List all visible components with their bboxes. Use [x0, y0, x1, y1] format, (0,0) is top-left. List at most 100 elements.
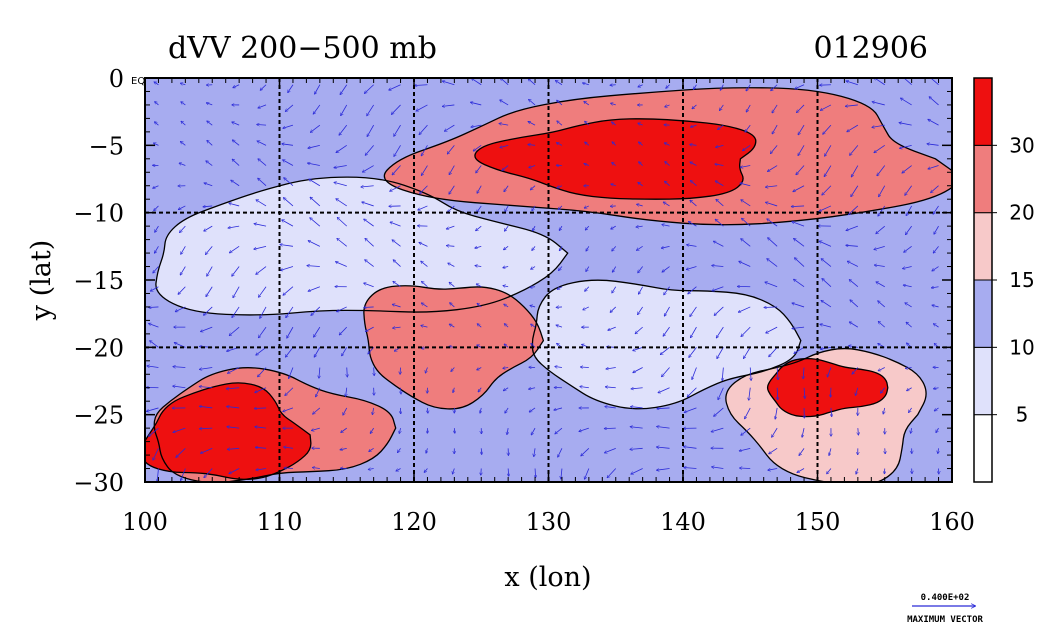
wind-vector [531, 324, 536, 328]
wind-vector [711, 427, 724, 432]
wind-vector [749, 387, 751, 400]
wind-vector [442, 105, 455, 106]
wind-vector [636, 226, 643, 227]
wind-vector [557, 286, 563, 290]
wind-vectors [146, 78, 939, 481]
wind-vector [612, 266, 617, 273]
wind-vector [932, 266, 939, 271]
wind-vector [284, 468, 293, 469]
colorbar-bin [973, 279, 993, 348]
wind-vector [559, 225, 563, 230]
wind-vector [665, 181, 670, 187]
wind-vector [714, 407, 724, 416]
wind-vector [687, 387, 697, 397]
wind-vector [796, 165, 805, 175]
wind-vector [259, 326, 267, 338]
wind-vector [768, 238, 778, 247]
wind-vector [181, 142, 186, 146]
contour-southwest-band [153, 367, 397, 482]
wind-vector [367, 124, 374, 136]
wind-vector [365, 145, 374, 155]
wind-vector [398, 448, 401, 452]
wind-vector [687, 245, 697, 247]
wind-vector [846, 81, 858, 86]
wind-vector [612, 163, 616, 166]
wind-vector [155, 225, 159, 232]
wind-vector [392, 304, 401, 308]
wind-vector [477, 345, 482, 348]
wind-vector [740, 468, 751, 469]
wind-vector [631, 468, 643, 475]
wind-vector [153, 266, 159, 273]
field-region-southwest-max [145, 382, 311, 480]
wind-vector [287, 326, 294, 338]
wind-vector [258, 367, 267, 377]
wind-vector [180, 225, 186, 232]
wind-vector [421, 303, 428, 308]
wind-vector [718, 387, 724, 400]
x-tick-label: 100 [122, 508, 168, 536]
wind-vector [558, 205, 563, 210]
wind-vector [336, 262, 347, 267]
wind-vector [227, 427, 240, 428]
wind-vector [449, 324, 455, 328]
wind-vector [147, 407, 159, 411]
wind-vector [312, 427, 320, 430]
wind-vector [928, 119, 939, 126]
wind-vector [180, 83, 186, 85]
wind-vector [772, 427, 778, 437]
wind-vector [336, 199, 347, 207]
wind-vector [690, 145, 697, 146]
wind-vector [822, 185, 832, 195]
wind-vector [932, 305, 939, 307]
wind-vector [364, 219, 374, 227]
wind-vector [798, 124, 805, 135]
x-tick-label: 120 [391, 508, 437, 536]
wind-vector [528, 122, 536, 126]
wind-vector [448, 205, 455, 212]
wind-vector [256, 347, 267, 355]
wind-vector [313, 468, 320, 469]
wind-vector [712, 266, 724, 267]
wind-vector [368, 347, 374, 353]
wind-vector [364, 307, 374, 308]
wind-vector [657, 427, 670, 429]
wind-vector [228, 225, 240, 228]
wind-vector [362, 202, 374, 207]
wind-vector [662, 266, 670, 272]
axis-ticks: 100 110 120 130 140 150 160 0 −5 −10 −15 −20 −25 −30 [73, 65, 975, 536]
wind-vector [226, 388, 240, 389]
wind-vector [259, 286, 267, 297]
wind-vector [583, 306, 590, 310]
wind-vector [505, 205, 509, 212]
wind-vector [311, 306, 321, 315]
x-tick-label: 110 [257, 508, 303, 536]
wind-vector [766, 326, 778, 333]
wind-vector [154, 205, 159, 211]
wind-vector [739, 447, 751, 451]
wind-vector [532, 225, 536, 231]
wind-vector [369, 447, 374, 451]
wind-vector [610, 306, 617, 312]
wind-vector [741, 200, 751, 207]
contour-southwest-max [145, 382, 312, 481]
wind-vector [684, 447, 697, 449]
wind-vector [611, 184, 616, 186]
wind-vector [849, 322, 859, 328]
x-tick-label: 140 [660, 508, 706, 536]
wind-vector [449, 282, 455, 288]
wind-vector [207, 266, 213, 277]
wind-vector [819, 205, 832, 211]
wind-vector [768, 165, 778, 172]
wind-vector [585, 286, 590, 291]
wind-vector [477, 324, 482, 328]
wind-vector [393, 327, 401, 328]
wind-vector [662, 367, 670, 377]
y-tick-label: 0 [109, 65, 124, 93]
wind-vector [585, 468, 590, 480]
wind-vector [936, 427, 939, 432]
wind-vector [503, 368, 509, 369]
wind-vector [743, 145, 751, 150]
wind-vector [535, 468, 536, 478]
wind-vector [795, 258, 805, 267]
